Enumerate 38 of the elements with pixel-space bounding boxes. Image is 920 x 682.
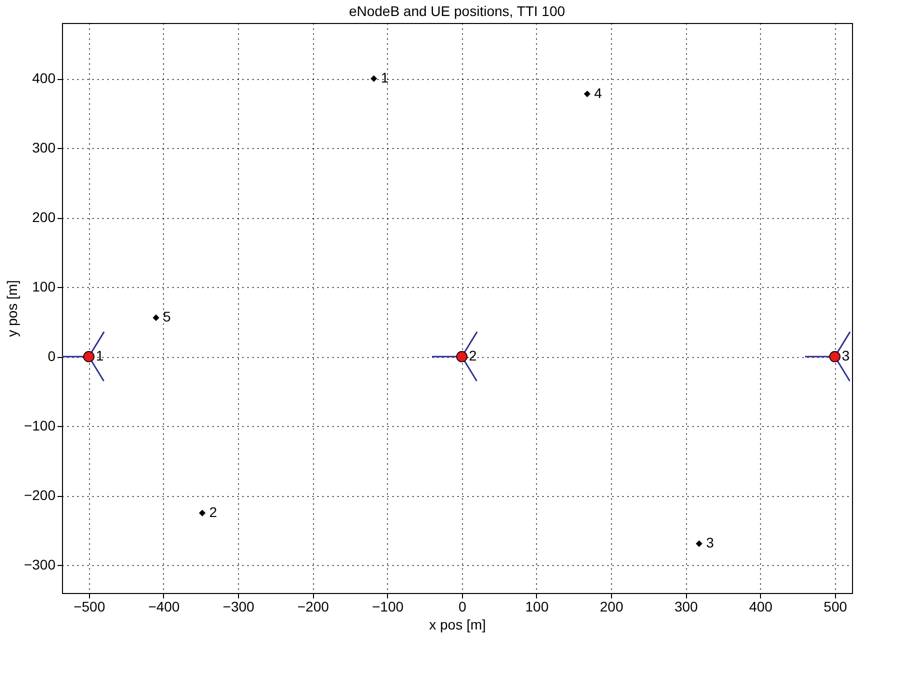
point [370, 75, 377, 82]
y-axis-title: y pos [m] [4, 280, 20, 337]
x-tick-label: 200 [600, 598, 624, 614]
x-tick-label: −500 [74, 598, 106, 614]
y-tick-label: 0 [48, 348, 56, 364]
x-tick-label: −100 [372, 598, 404, 614]
x-tick-label: 100 [525, 598, 549, 614]
annotation: 3 [842, 348, 850, 364]
x-tick-label: 400 [749, 598, 773, 614]
annotation: 1 [380, 70, 389, 86]
point [696, 540, 702, 547]
x-tick-label: −200 [297, 598, 330, 614]
x-tick-label: −400 [148, 598, 180, 614]
x-tick-label: 500 [824, 598, 848, 614]
point [152, 314, 160, 321]
y-tick-label: −300 [24, 556, 56, 573]
y-tick-label: 300 [32, 140, 56, 156]
y-tick-label: 100 [32, 278, 56, 295]
x-axis-title: x pos [m] [429, 616, 486, 632]
point [829, 351, 840, 362]
annotation: 4 [594, 84, 602, 101]
chart-title: eNodeB and UE positions, TTI 100 [348, 3, 566, 19]
x-tick-label: −300 [222, 598, 255, 614]
y-tick-label: −200 [24, 487, 56, 504]
point [584, 90, 590, 98]
annotation: 3 [706, 534, 714, 551]
x-tick-label: 0 [458, 598, 466, 614]
point [456, 351, 468, 362]
annotation: 2 [468, 348, 477, 364]
point [199, 510, 206, 516]
point [83, 351, 94, 362]
annotation: 5 [162, 308, 171, 325]
y-tick-label: 200 [32, 209, 56, 226]
y-tick-label: 400 [32, 70, 56, 86]
annotation: 1 [96, 348, 104, 364]
annotation: 2 [209, 504, 218, 520]
y-tick-label: −100 [24, 418, 56, 434]
x-tick-label: 300 [674, 598, 698, 614]
